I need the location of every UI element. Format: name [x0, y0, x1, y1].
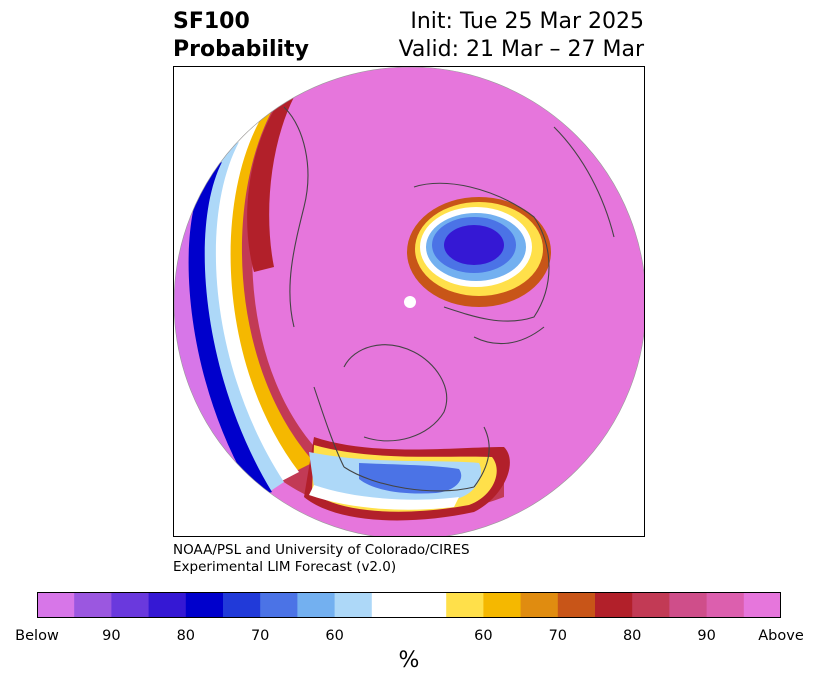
colorbar-swatch: [185, 592, 224, 618]
colorbar-swatch: [223, 592, 261, 618]
credit-line-2: Experimental LIM Forecast (v2.0): [173, 559, 397, 575]
product-title: Probability: [173, 37, 309, 62]
colorbar-swatch: [743, 592, 781, 618]
colorbar-tick-label: 80: [176, 628, 196, 644]
valid-range: Valid: 21 Mar – 27 Mar: [398, 37, 644, 62]
pacific-band-red: [210, 87, 505, 517]
colorbar: [37, 592, 781, 618]
usa-midblue: [359, 463, 462, 494]
pacific-band-lightblue: [199, 142, 284, 492]
coastlines: [283, 106, 615, 492]
colorbar-swatch: [148, 592, 187, 618]
colorbar-swatch: [706, 592, 745, 618]
polar-map: [174, 67, 644, 536]
init-date: Init: Tue 25 Mar 2025: [410, 9, 644, 34]
credit: NOAA/PSL and University of Colorado/CIRE…: [173, 542, 470, 576]
colorbar-swatch: [334, 592, 373, 618]
colorbar-unit: %: [398, 648, 420, 673]
colorbar-tick-label: 90: [697, 628, 716, 644]
colorbar-swatch: [557, 592, 596, 618]
colorbar-swatch: [632, 592, 670, 618]
colorbar-swatch: [111, 592, 150, 618]
colorbar-tick-label: Above: [758, 628, 804, 644]
colorbar-tick-label: 60: [325, 628, 344, 644]
colorbar-tick-label: 70: [548, 628, 568, 644]
colorbar-swatch: [520, 592, 559, 618]
colorbar-swatch: [409, 592, 447, 618]
colorbar-swatch: [446, 592, 484, 618]
colorbar-swatch: [371, 592, 410, 618]
title-left: SF100 Probability: [173, 8, 309, 64]
colorbar-tick-label: 90: [102, 628, 121, 644]
credit-line-1: NOAA/PSL and University of Colorado/CIRE…: [173, 542, 470, 558]
colorbar-swatches: [37, 592, 781, 618]
alaska-red: [247, 97, 294, 272]
colorbar-swatch: [595, 592, 633, 618]
colorbar-tick-label: 80: [622, 628, 642, 644]
eurasia-darkblue: [444, 225, 504, 265]
colorbar-border: [37, 592, 781, 618]
colorbar-tick-label: Below: [15, 628, 59, 644]
variable-title: SF100: [173, 9, 250, 34]
colorbar-tick-label: 60: [474, 628, 493, 644]
pole-marker: [404, 296, 416, 308]
map-panel: [173, 66, 645, 537]
colorbar-swatch: [297, 592, 336, 618]
colorbar-swatch: [37, 592, 75, 618]
colorbar-swatch: [260, 592, 298, 618]
usa-white: [309, 485, 459, 510]
colorbar-tick-label: 70: [250, 628, 270, 644]
colorbar-swatch: [483, 592, 522, 618]
colorbar-swatch: [669, 592, 708, 618]
colorbar-swatch: [74, 592, 112, 618]
title-right: Init: Tue 25 Mar 2025 Valid: 21 Mar – 27…: [399, 8, 644, 64]
